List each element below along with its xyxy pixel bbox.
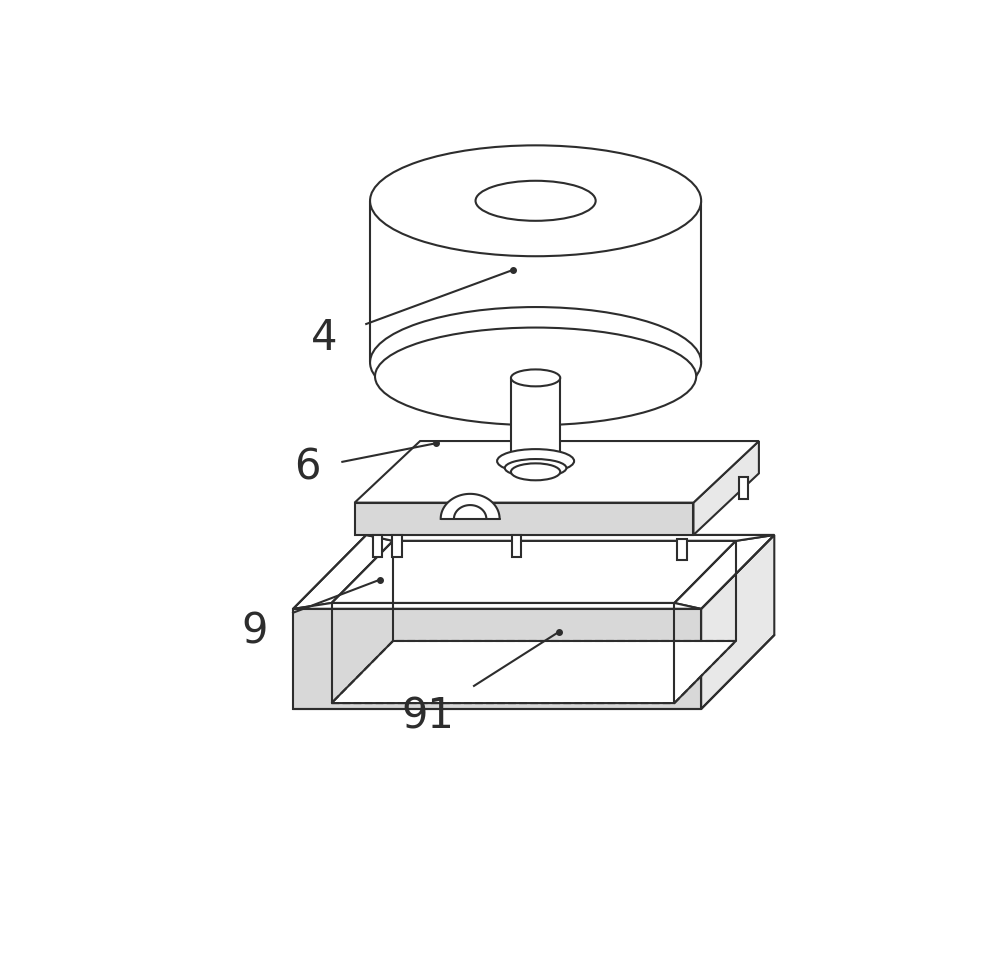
Polygon shape xyxy=(693,441,759,535)
Polygon shape xyxy=(366,535,774,541)
Text: 4: 4 xyxy=(311,317,337,358)
Polygon shape xyxy=(511,378,560,468)
Polygon shape xyxy=(332,641,736,703)
Polygon shape xyxy=(293,603,701,609)
Ellipse shape xyxy=(511,369,560,386)
Polygon shape xyxy=(392,535,402,556)
Text: 9: 9 xyxy=(241,611,268,653)
Ellipse shape xyxy=(370,145,701,257)
Ellipse shape xyxy=(370,308,701,418)
Ellipse shape xyxy=(505,459,566,477)
Polygon shape xyxy=(293,535,393,609)
Polygon shape xyxy=(739,478,748,499)
Polygon shape xyxy=(373,535,382,556)
Polygon shape xyxy=(674,535,774,609)
Ellipse shape xyxy=(497,449,574,473)
Polygon shape xyxy=(355,503,693,535)
Text: 91: 91 xyxy=(401,696,454,738)
Ellipse shape xyxy=(375,328,696,425)
Ellipse shape xyxy=(511,463,560,480)
Polygon shape xyxy=(355,441,759,503)
Text: 6: 6 xyxy=(294,447,320,489)
Polygon shape xyxy=(370,201,701,362)
Polygon shape xyxy=(701,535,774,709)
Polygon shape xyxy=(441,494,500,519)
Polygon shape xyxy=(512,535,521,556)
Ellipse shape xyxy=(476,181,596,221)
Polygon shape xyxy=(293,609,701,709)
Polygon shape xyxy=(677,539,687,560)
